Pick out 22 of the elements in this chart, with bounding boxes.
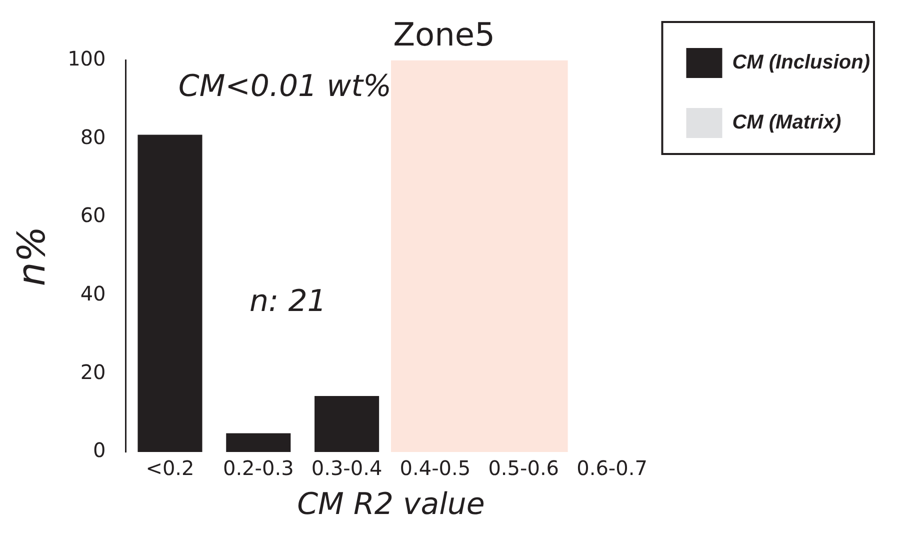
y-tick-label: 20 xyxy=(80,360,106,384)
y-tick-label: 100 xyxy=(68,46,106,71)
y-tick-label: 80 xyxy=(80,124,106,149)
annotation: n: 21 xyxy=(250,284,326,319)
bar xyxy=(314,396,380,452)
x-tick-label: 0.3-0.4 xyxy=(311,456,382,480)
bar xyxy=(226,433,291,452)
x-tick-label: 0.5-0.6 xyxy=(488,456,560,480)
x-tick-label: 0.4-0.5 xyxy=(400,456,471,480)
y-axis-title: n% xyxy=(10,226,54,286)
chart-title: Zone5 xyxy=(393,16,495,54)
y-tick-label: 60 xyxy=(80,203,106,228)
annotation: CM<0.01 wt% xyxy=(178,69,392,104)
x-tick-label: <0.2 xyxy=(146,456,194,480)
x-tick-label: 0.2-0.3 xyxy=(222,456,294,480)
x-axis-title: CM R2 value xyxy=(297,486,485,522)
y-tick-label: 40 xyxy=(80,282,106,306)
legend-label: CM (Matrix) xyxy=(732,112,842,134)
legend-label: CM (Inclusion) xyxy=(732,52,870,74)
y-tick-label: 0 xyxy=(93,438,106,462)
bar xyxy=(138,134,202,452)
x-tick-label: 0.6-0.7 xyxy=(576,456,648,480)
